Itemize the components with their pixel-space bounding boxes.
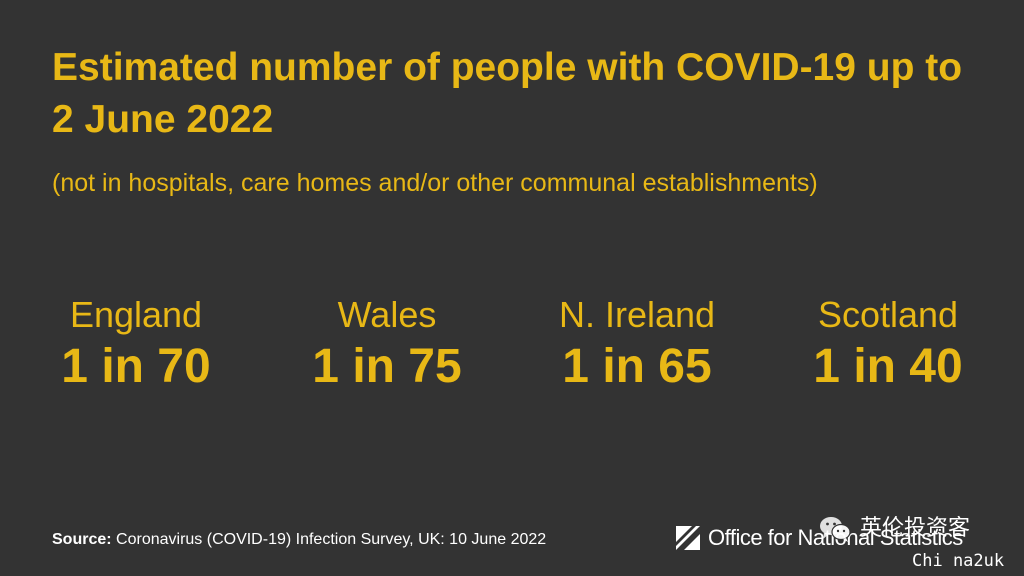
source-text: Coronavirus (COVID-19) Infection Survey,… — [116, 531, 547, 548]
stat-england: England 1 in 70 — [16, 292, 256, 396]
stat-wales: Wales 1 in 75 — [267, 292, 507, 396]
wechat-icon — [820, 517, 851, 542]
stat-n-ireland: N. Ireland 1 in 65 — [517, 292, 757, 396]
source-note: Source: Coronavirus (COVID-19) Infection… — [52, 529, 546, 551]
stat-value: 1 in 40 — [813, 340, 963, 393]
stat-name: Wales — [337, 294, 437, 335]
stat-value: 1 in 65 — [562, 340, 712, 393]
stat-scotland: Scotland 1 in 40 — [768, 292, 1008, 396]
stat-name: England — [69, 294, 203, 335]
page-subtitle: (not in hospitals, care homes and/or oth… — [52, 169, 818, 197]
watermark: 英伦投资客 Chi na2uk — [818, 514, 1018, 574]
stat-value: 1 in 70 — [61, 340, 211, 393]
watermark-cn-text: 英伦投资客 — [860, 516, 971, 541]
stat-name: N. Ireland — [558, 294, 716, 335]
page-title: Estimated number of people with COVID-19… — [52, 46, 963, 141]
watermark-en-text: Chi na2uk — [912, 551, 1005, 571]
source-label: Source: — [52, 531, 112, 548]
ons-logo-icon — [676, 526, 700, 550]
stats-row: England 1 in 70 Wales 1 in 75 N. Ireland… — [0, 292, 1024, 402]
stat-name: Scotland — [817, 294, 959, 335]
stat-value: 1 in 75 — [312, 340, 462, 393]
